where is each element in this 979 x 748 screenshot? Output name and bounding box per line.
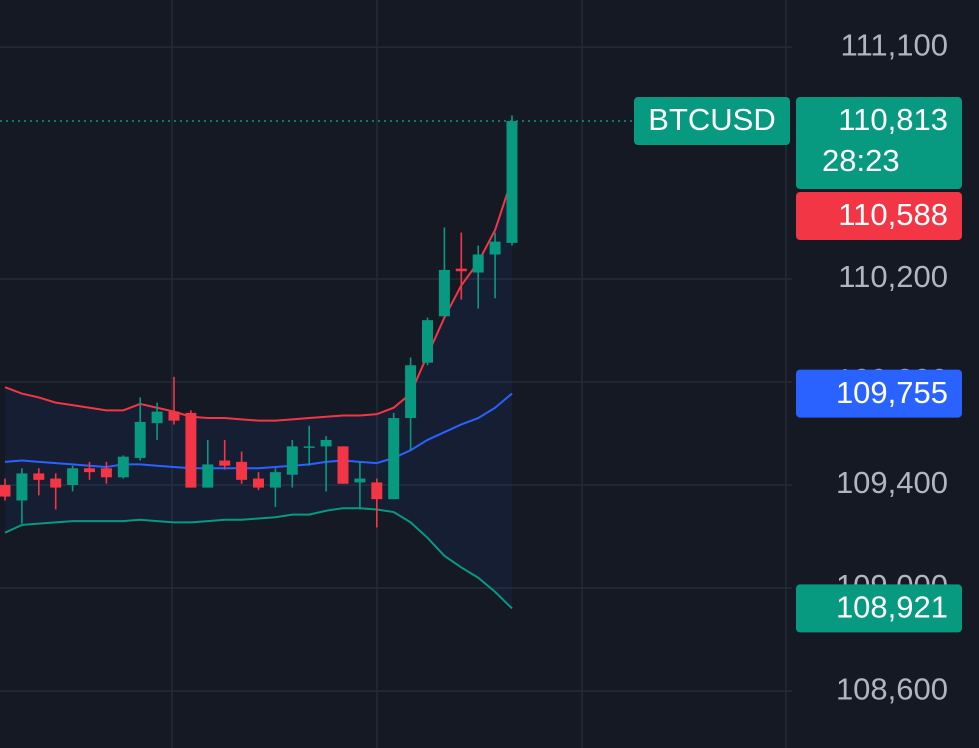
candle-body	[303, 446, 315, 448]
candle-body	[202, 464, 214, 488]
y-tick-label: 109,400	[836, 465, 948, 500]
candle-body	[253, 478, 264, 488]
y-tick-label: 110,200	[838, 259, 948, 294]
candle-body	[168, 411, 180, 421]
y-tick-label: 111,100	[841, 27, 948, 62]
candle-body	[185, 412, 197, 488]
candle-body	[84, 468, 95, 473]
band-line	[4, 507, 513, 610]
candle-body	[388, 418, 400, 500]
candle-body	[354, 478, 366, 483]
candle-body	[100, 468, 112, 478]
candle-body	[438, 269, 450, 317]
last-price-tag	[796, 97, 962, 190]
candle-body	[33, 473, 45, 480]
indicator-price-label: 108,921	[836, 590, 948, 625]
candle-body	[337, 446, 349, 484]
candle-body	[320, 439, 332, 447]
indicator-price-tag	[796, 369, 962, 418]
band-fill	[5, 179, 512, 609]
y-tick-label: 108,600	[836, 671, 948, 706]
candle-body	[455, 268, 467, 272]
indicator-price-label: 109,755	[836, 375, 948, 410]
candle-body	[117, 456, 129, 478]
candle-body	[134, 421, 146, 458]
candle-body	[286, 446, 298, 475]
candle-body	[219, 460, 231, 466]
candle-body	[506, 121, 518, 243]
candle-body	[405, 365, 417, 419]
candle-body	[50, 478, 62, 488]
candle-body	[16, 473, 28, 501]
indicator-price-tag	[796, 192, 962, 241]
candle-body	[67, 468, 79, 486]
candle-body	[422, 320, 433, 363]
price-labels: BTCUSD 110,813 28:23 110,588 109,755 108,921	[634, 97, 962, 633]
countdown-label: 28:23	[822, 143, 900, 178]
candle-body	[151, 411, 163, 424]
indicator-price-tag	[796, 584, 962, 633]
symbol-tag	[634, 97, 790, 146]
candle-body	[269, 472, 281, 488]
candle-body	[236, 461, 248, 480]
candle-body	[489, 241, 501, 255]
plot-area	[0, 115, 634, 610]
candle-body	[0, 485, 11, 497]
symbol-label: BTCUSD	[648, 102, 775, 137]
indicator-price-label: 110,588	[838, 197, 948, 232]
candle-body	[371, 482, 383, 500]
candle-body	[472, 254, 484, 273]
last-price-label: 110,813	[838, 102, 948, 137]
